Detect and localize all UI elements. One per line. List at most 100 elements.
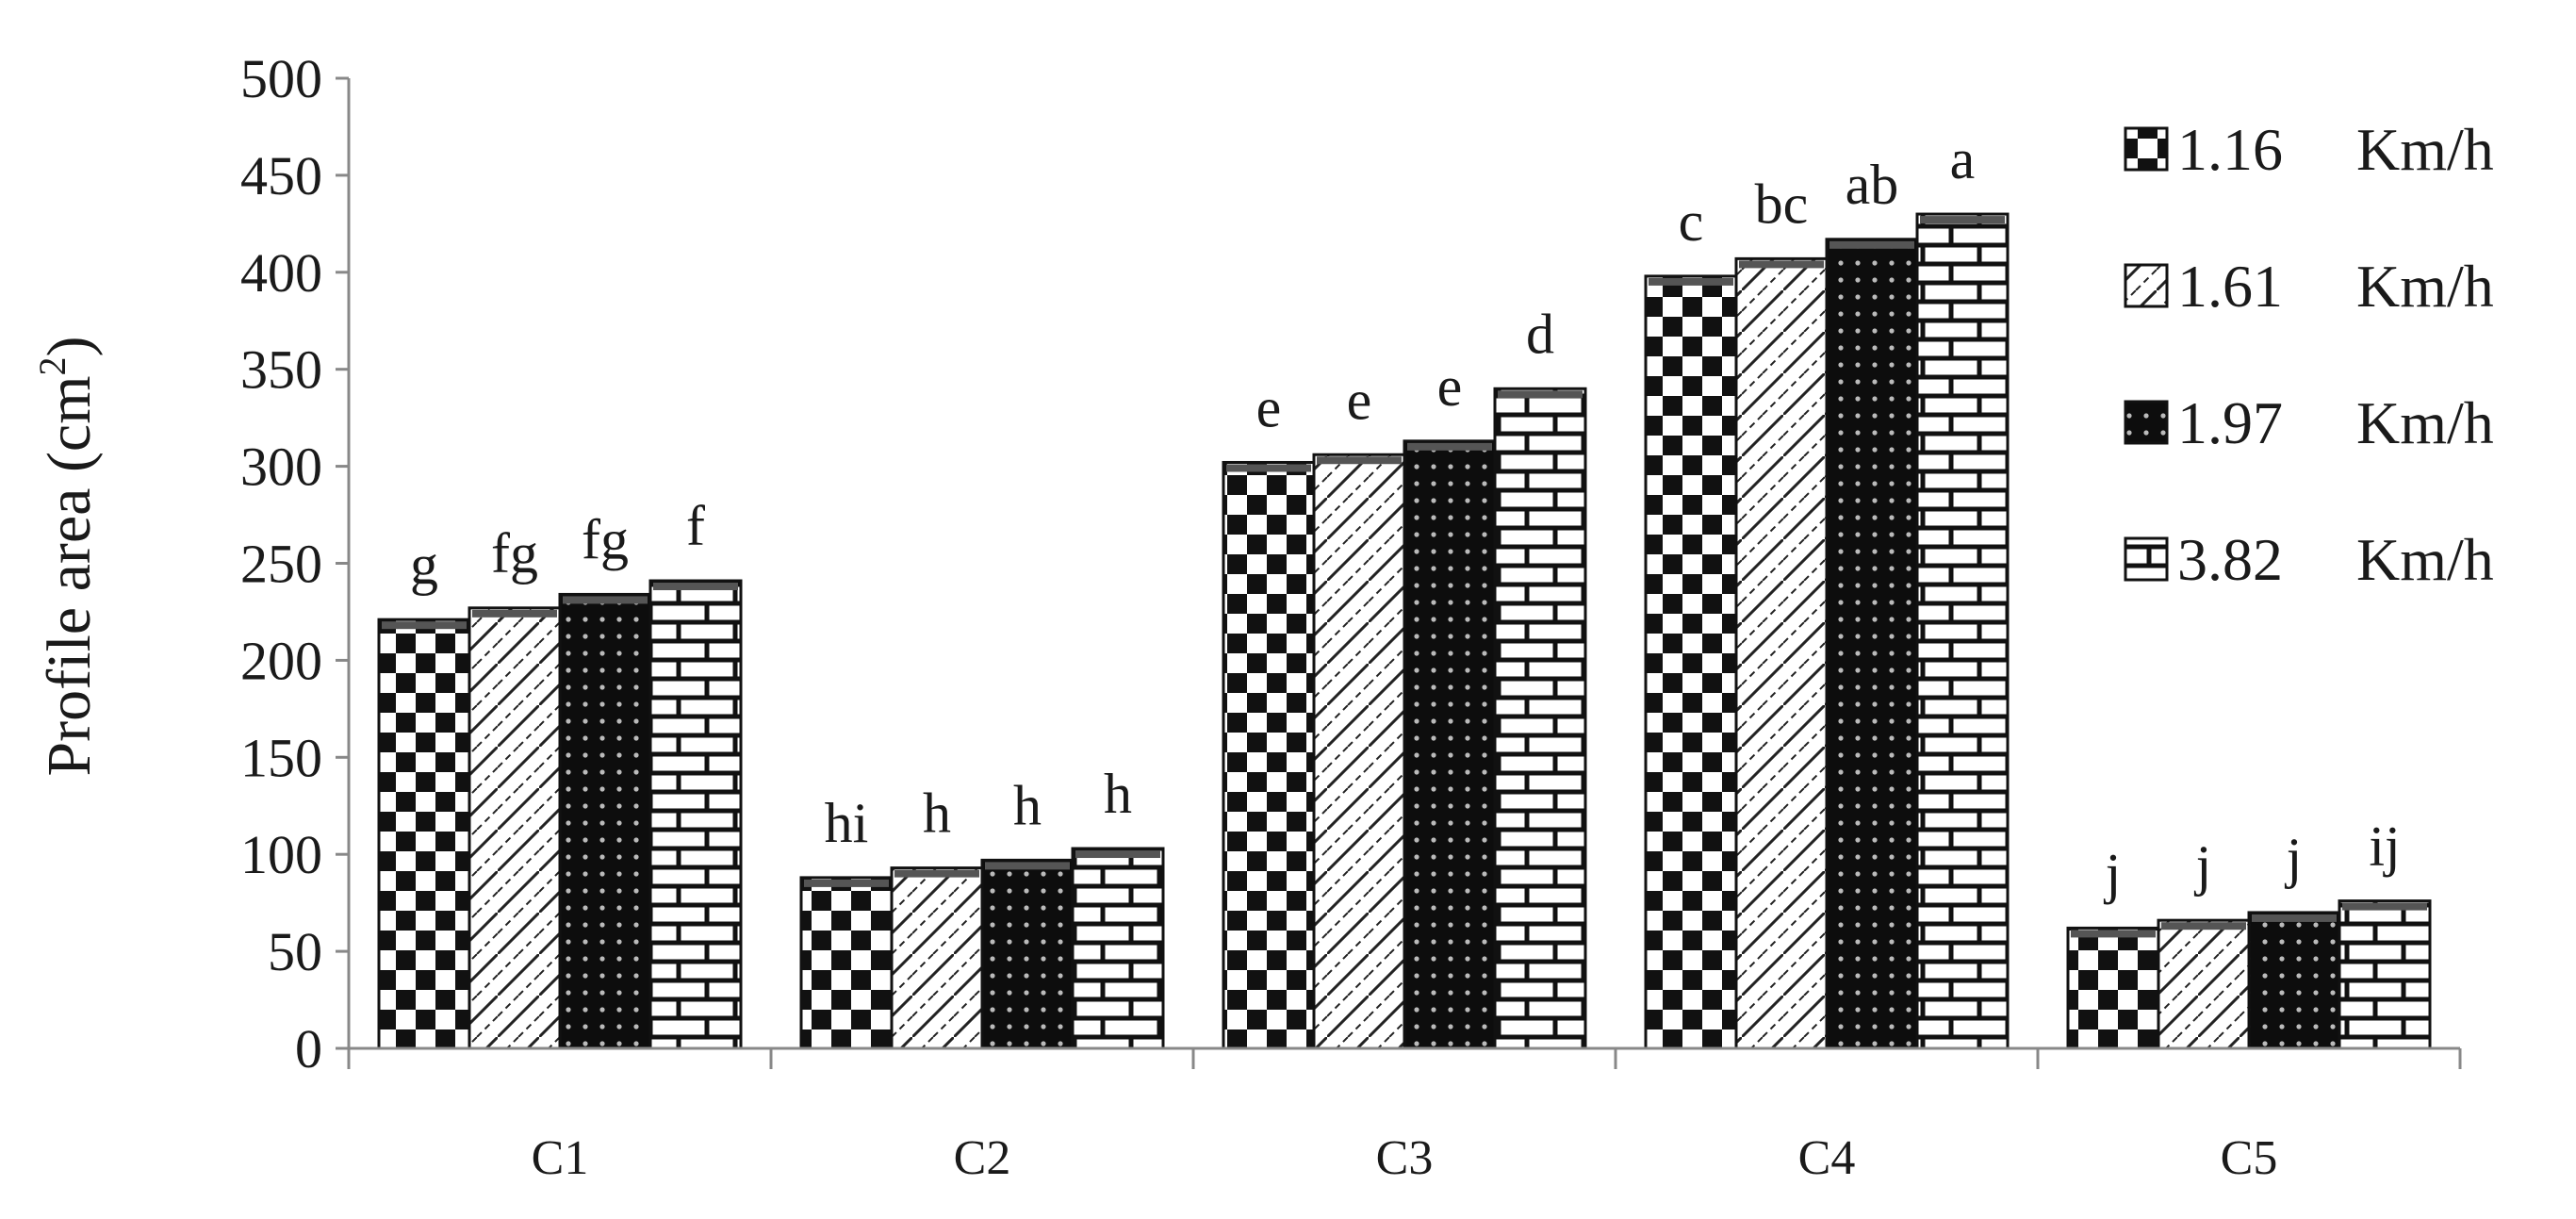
bar-top-shade [472, 609, 557, 618]
bar-significance-label: j [2104, 842, 2122, 904]
legend-swatch [2124, 263, 2169, 308]
y-tick-label: 400 [240, 242, 322, 304]
bar-significance-label: j [2194, 834, 2212, 897]
bar-C5-series-1 [2066, 926, 2160, 1050]
bars [377, 212, 2432, 1050]
bar-C4-series-2 [1734, 256, 1829, 1050]
x-category-label: C4 [1798, 1131, 1856, 1185]
y-tick-label: 450 [240, 145, 322, 206]
legend-series-unit: Km/h [2356, 116, 2494, 183]
legend-series-unit: Km/h [2356, 389, 2494, 456]
data-labels: g fg fg fhi h h he e edc bc ab aj j j ij [410, 128, 2401, 904]
bar-C1-series-3 [558, 592, 652, 1050]
bar-top-shade [1739, 260, 1824, 269]
bar-significance-label: ij [2369, 815, 2400, 878]
y-tick-label: 350 [240, 339, 322, 401]
bar-top-shade [1226, 464, 1311, 472]
bar-top-shade [2161, 922, 2246, 931]
bar-top-shade [2342, 902, 2427, 911]
bar-C5-series-3 [2247, 911, 2341, 1050]
y-tick-label: 200 [240, 630, 322, 691]
bar-C2-series-1 [799, 876, 894, 1050]
bar-significance-label: h [1013, 774, 1042, 836]
bar-C4-series-4 [1915, 212, 2010, 1050]
y-tick-label: 300 [240, 437, 322, 498]
bar-top-shade [894, 869, 979, 878]
bar-significance-label: fg [491, 522, 538, 585]
legend-series-name: 1.97 [2177, 389, 2283, 456]
bar-significance-label: e [1256, 376, 1282, 438]
axes [347, 78, 2462, 1069]
x-category-label: C3 [1376, 1131, 1434, 1185]
y-axis-title-suffix: ) [35, 336, 104, 356]
bar-top-shade [2071, 930, 2156, 938]
bar-C4-series-3 [1825, 238, 1919, 1050]
bar-top-shade [985, 862, 1070, 870]
bar-C5-series-4 [2338, 899, 2432, 1050]
bar-top-shade [1407, 442, 1492, 451]
bar-top-shade [1649, 277, 1733, 286]
bar-significance-label: j [2285, 827, 2303, 889]
legend-entry: 1.97 Km/h [2177, 389, 2494, 456]
x-category-label: C1 [532, 1131, 589, 1185]
y-axis-title-superscript: 2 [31, 356, 74, 375]
legend-series-unit: Km/h [2356, 253, 2494, 320]
legend: 1.16 Km/h 1.61 Km/h 1.97 Km/h 3.82 Km/h [2124, 116, 2494, 593]
y-tick-label: 150 [240, 727, 322, 788]
bar-significance-label: h [923, 782, 951, 845]
bar-C5-series-2 [2157, 918, 2251, 1050]
bar-top-shade [1920, 216, 2005, 224]
bar-C3-series-1 [1222, 460, 1316, 1050]
y-tick-label: 100 [240, 824, 322, 885]
bar-C2-series-2 [890, 866, 984, 1050]
bar-significance-label: ab [1846, 154, 1899, 216]
bar-C3-series-2 [1312, 453, 1406, 1050]
legend-swatch [2124, 400, 2169, 445]
bar-C2-series-3 [980, 858, 1075, 1050]
category-labels: C1 C2 C3 C4 C5 [532, 1131, 2278, 1185]
bar-C3-series-3 [1403, 439, 1497, 1050]
bar-top-shade [804, 879, 889, 887]
legend-entry: 1.16 Km/h [2177, 116, 2494, 183]
legend-entry: 1.61 Km/h [2177, 253, 2494, 320]
bar-significance-label: bc [1755, 173, 1809, 235]
y-axis-ticks: 0 50 100 150 200 250 300 350 400 450 500 [240, 48, 349, 1079]
bar-significance-label: a [1950, 128, 1976, 190]
bar-significance-label: c [1679, 190, 1704, 253]
bar-significance-label: e [1347, 369, 1372, 431]
legend-swatch [2124, 536, 2169, 582]
bar-C4-series-1 [1644, 274, 1738, 1050]
bar-top-shade [1317, 456, 1402, 465]
bar-significance-label: hi [825, 792, 869, 854]
bar-significance-label: fg [582, 508, 629, 570]
x-category-label: C5 [2221, 1131, 2278, 1185]
legend-series-unit: Km/h [2356, 526, 2494, 593]
x-category-label: C2 [954, 1131, 1011, 1185]
y-tick-label: 250 [240, 534, 322, 595]
bar-significance-label: h [1104, 763, 1132, 825]
legend-series-name: 3.82 [2177, 526, 2283, 593]
bar-C1-series-2 [468, 606, 562, 1050]
bar-significance-label: f [686, 495, 705, 557]
bar-significance-label: g [410, 534, 438, 596]
legend-swatch [2124, 126, 2169, 172]
bar-top-shade [2252, 914, 2337, 922]
y-axis-title: Profile area (cm2) [31, 336, 104, 776]
legend-entry: 3.82 Km/h [2177, 526, 2494, 593]
y-tick-label: 50 [268, 921, 322, 982]
y-tick-label: 500 [240, 48, 322, 109]
legend-series-name: 1.16 [2177, 116, 2283, 183]
bar-top-shade [1498, 390, 1583, 399]
bar-top-shade [1829, 240, 1914, 249]
bar-C1-series-4 [648, 579, 743, 1050]
bar-top-shade [563, 596, 648, 604]
y-tick-label: 0 [295, 1018, 322, 1079]
bar-significance-label: e [1437, 355, 1463, 418]
bar-top-shade [1075, 850, 1160, 859]
legend-series-name: 1.61 [2177, 253, 2283, 320]
y-axis-title-text: Profile area (cm [35, 375, 104, 776]
bar-C3-series-4 [1493, 387, 1587, 1050]
bar-C1-series-1 [377, 618, 471, 1050]
bar-C2-series-4 [1071, 847, 1165, 1050]
